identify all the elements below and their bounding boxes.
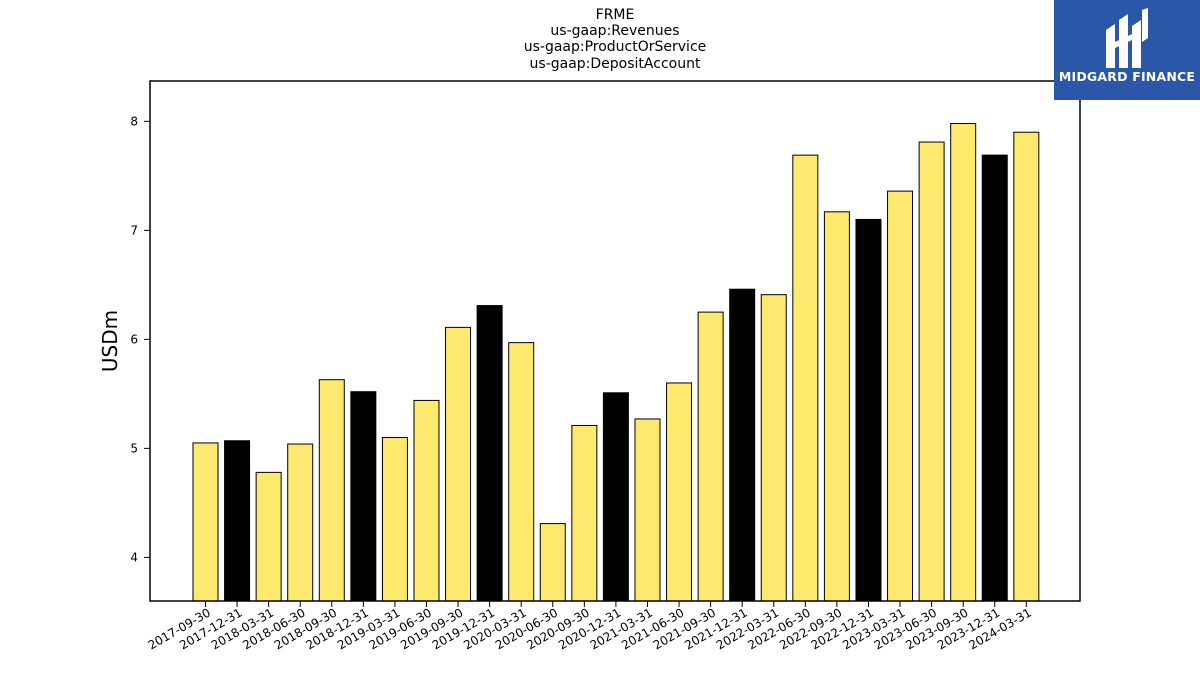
chart-title-line-1: FRME xyxy=(595,7,635,23)
bar xyxy=(539,523,566,602)
bar xyxy=(602,392,629,602)
bar xyxy=(318,379,345,602)
bar xyxy=(476,305,503,602)
bar xyxy=(666,382,693,602)
chart-title-line-3: us-gaap:ProductOrService xyxy=(523,39,707,55)
bar xyxy=(192,442,219,602)
bar xyxy=(823,211,850,602)
bar xyxy=(350,391,377,602)
bar xyxy=(508,342,535,602)
y-tick-label: 7 xyxy=(130,223,138,237)
y-tick-label: 8 xyxy=(130,114,138,128)
y-tick-label: 6 xyxy=(130,332,138,346)
bar xyxy=(445,326,472,602)
bar xyxy=(855,218,882,602)
chart-title-line-2: us-gaap:Revenues xyxy=(550,23,680,39)
bar xyxy=(634,418,661,602)
y-axis-label: USDm xyxy=(98,310,122,372)
bar xyxy=(918,141,945,602)
bar xyxy=(792,154,819,602)
bar xyxy=(1013,131,1040,602)
chart-title-line-4: us-gaap:DepositAccount xyxy=(529,56,701,72)
bar xyxy=(381,436,408,602)
y-tick-label: 4 xyxy=(130,550,138,564)
bar xyxy=(255,471,282,602)
midgard-finance-logo: MIDGARD FINANCE xyxy=(1054,0,1200,100)
bar xyxy=(950,123,977,602)
bar xyxy=(571,424,598,602)
bar xyxy=(224,440,251,602)
bar xyxy=(887,190,914,602)
logo-text: MIDGARD FINANCE xyxy=(1058,69,1196,84)
bar xyxy=(981,154,1008,602)
bar xyxy=(729,288,756,602)
y-tick-label: 5 xyxy=(130,441,138,455)
bar xyxy=(697,311,724,602)
bar xyxy=(413,399,440,602)
bar xyxy=(760,294,787,602)
bar xyxy=(287,443,314,602)
plot-frame xyxy=(149,80,1081,602)
midgard-logo-icon xyxy=(1106,8,1148,68)
